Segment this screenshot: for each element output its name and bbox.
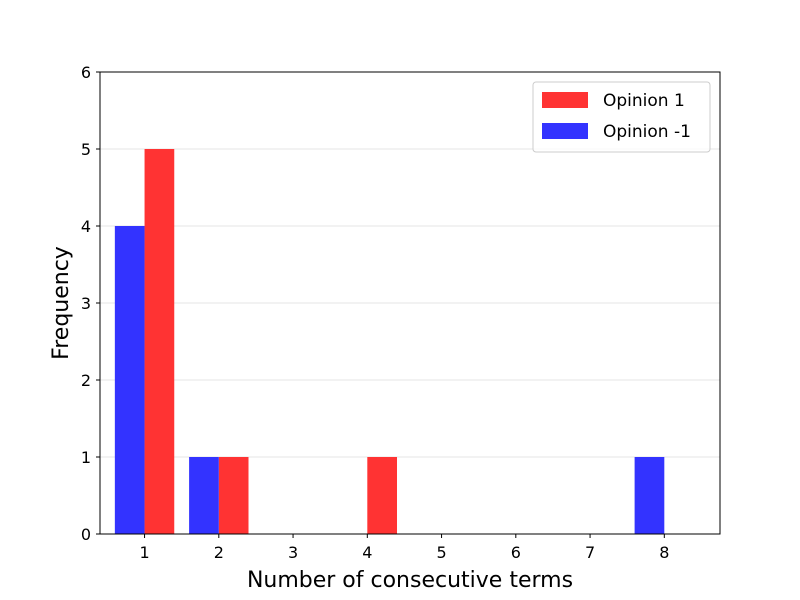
- legend: Opinion 1 Opinion -1: [532, 81, 711, 153]
- x-axis-label: Number of consecutive terms: [247, 568, 573, 593]
- x-tick-label: 8: [659, 543, 669, 562]
- x-tick-label: 2: [214, 543, 224, 562]
- y-tick-label: 4: [81, 217, 91, 236]
- y-tick-label: 6: [81, 63, 91, 82]
- y-tick-label: 0: [81, 525, 91, 544]
- bar: [634, 457, 665, 534]
- legend-swatch-opinion-1: [542, 92, 588, 108]
- bars: [114, 149, 665, 534]
- bar: [367, 457, 398, 534]
- x-tick-label: 3: [288, 543, 298, 562]
- grid-lines: [100, 148, 720, 458]
- legend-swatch-opinion-minus-1: [542, 123, 588, 139]
- bar: [189, 457, 219, 534]
- x-tick-label: 6: [511, 543, 521, 562]
- legend-label-opinion-1: Opinion 1: [603, 91, 685, 111]
- legend-label-opinion-minus-1: Opinion -1: [603, 122, 691, 142]
- x-tick-label: 7: [585, 543, 595, 562]
- y-tick-label: 5: [81, 140, 91, 159]
- bar: [144, 149, 175, 534]
- y-tick-label: 3: [81, 294, 91, 313]
- x-tick-label: 1: [139, 543, 149, 562]
- y-tick-label: 2: [81, 371, 91, 390]
- x-tick-label: 4: [362, 543, 372, 562]
- y-axis-label: Frequency: [49, 246, 74, 360]
- ticks: 0 1 2 3 4 5 6 1 2 3 4 5 6 7 8: [81, 63, 670, 562]
- bar: [218, 457, 249, 534]
- bar: [114, 226, 145, 534]
- y-tick-label: 1: [81, 448, 91, 467]
- x-tick-label: 5: [436, 543, 446, 562]
